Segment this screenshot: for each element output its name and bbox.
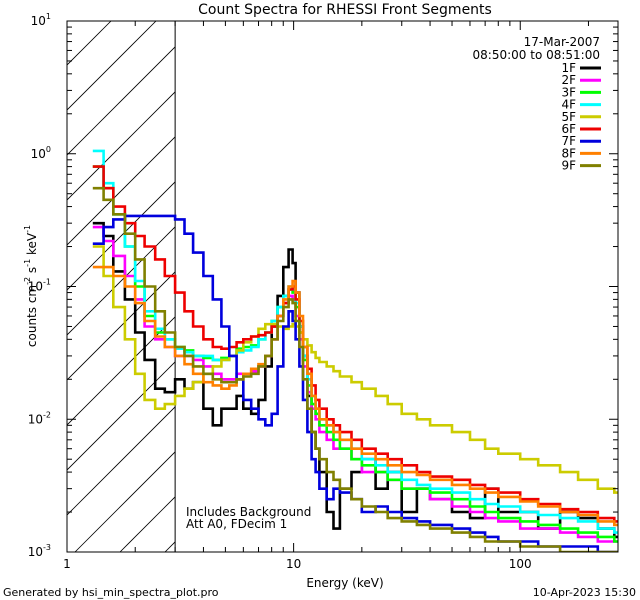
legend-label-4F: 4F (561, 98, 576, 112)
y-axis-label: counts cm-2 s-1 keV-1 (23, 225, 39, 347)
hatch-line (300, 0, 640, 552)
hatch-line (67, 226, 176, 336)
y-label-exp-3: -1 (23, 225, 32, 233)
hatch-line (67, 46, 176, 156)
hatch-line (525, 0, 640, 552)
hatch-line (390, 0, 640, 552)
hatch-line (435, 0, 640, 552)
y-label-exp-1: -2 (23, 277, 32, 285)
x-tick-label: 1 (63, 557, 71, 571)
legend-label-9F: 9F (561, 159, 576, 173)
series-9F (92, 186, 618, 552)
series-1F (92, 221, 618, 539)
x-tick-label: 100 (509, 557, 532, 571)
series-2F (92, 225, 618, 543)
hatch-line (67, 21, 112, 66)
x-axis: 1 10 100 (63, 21, 589, 571)
y-tick-label: 10-3 (28, 543, 51, 559)
footer-generated-by: Generated by hsi_min_spectra_plot.pro (3, 586, 219, 599)
y-label-part-2: s (25, 267, 39, 277)
legend-label-2F: 2F (561, 73, 576, 87)
legend-label-5F: 5F (561, 110, 576, 124)
y-tick-label: 100 (31, 145, 51, 161)
x-tick-label: 10 (286, 557, 301, 571)
date-label: 17-Mar-2007 (524, 35, 600, 49)
y-label-part-3: keV (25, 232, 39, 259)
chart-title: Count Spectra for RHESSI Front Segments (198, 2, 492, 18)
footer-timestamp: 10-Apr-2023 15:30 (533, 586, 636, 599)
x-axis-label: Energy (keV) (306, 576, 383, 590)
y-label-part-1: counts cm (25, 285, 39, 347)
y-tick-label: 101 (31, 12, 51, 28)
series-8F (92, 265, 618, 527)
annotation-background: Includes Background (186, 505, 311, 519)
hatch-line (67, 181, 176, 291)
series-3F (92, 165, 618, 543)
hatch-line (67, 21, 157, 111)
legend-label-8F: 8F (561, 146, 576, 160)
hatch-line (255, 0, 640, 552)
hatch-line (67, 361, 176, 471)
hatch-line (0, 0, 90, 552)
series-6F (92, 165, 618, 523)
time-range-label: 08:50:00 to 08:51:00 (473, 48, 600, 62)
series-4F (92, 149, 618, 534)
y-tick-label: 10-2 (28, 410, 51, 426)
y-tick-label: 10-1 (28, 278, 51, 294)
y-axis: 10-3 10-2 10-1 100 101 (28, 12, 618, 559)
annotation-attenuator: Att A0, FDecim 1 (186, 517, 287, 531)
series-group (92, 149, 618, 552)
hatch-line (67, 271, 176, 381)
legend-label-3F: 3F (561, 85, 576, 99)
hatch-line (67, 136, 176, 246)
legend-label-6F: 6F (561, 122, 576, 136)
legend-label-1F: 1F (561, 61, 576, 75)
series-7F (92, 214, 618, 552)
hatch-line (74, 451, 176, 552)
hatch-line (67, 406, 176, 516)
legend-label-7F: 7F (561, 134, 576, 148)
y-label-exp-2: -1 (23, 259, 32, 267)
hatch-line (345, 0, 640, 552)
